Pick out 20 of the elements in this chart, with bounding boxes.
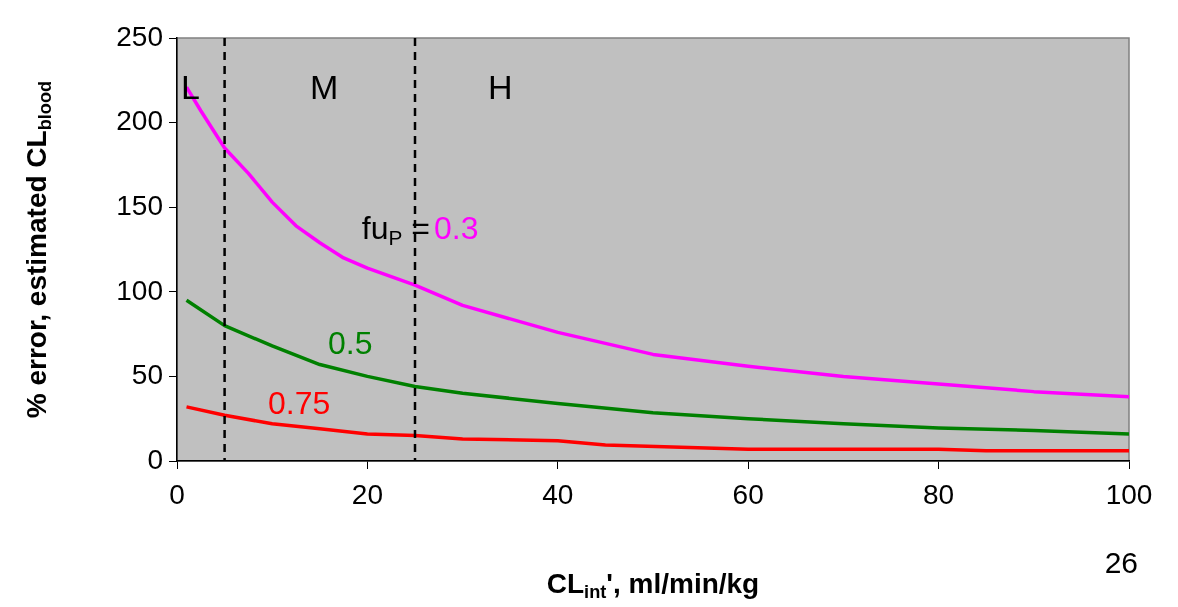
x-tick-label: 100 (1105, 478, 1153, 510)
text: 26 (1104, 546, 1139, 580)
y-tick-label: 200 (116, 105, 163, 137)
x-tick-label: 20 (351, 478, 383, 510)
y-tick-label: 0 (147, 443, 163, 475)
y-tick-label: 150 (116, 189, 163, 221)
series-label: 0.75 (268, 384, 331, 421)
x-tick-label: 60 (732, 478, 764, 510)
annotation: L (181, 68, 200, 107)
series-label: 0.3 (434, 209, 479, 246)
x-tick-label: 0 (169, 478, 185, 510)
annotation: H (488, 68, 513, 107)
series-label: 0.5 (328, 324, 373, 361)
y-tick-label: 250 (116, 20, 163, 52)
y-axis-title: % error, estimated CLblood (20, 80, 56, 419)
x-tick-label: 40 (542, 478, 574, 510)
annotation: M (310, 68, 339, 107)
y-tick-label: 100 (116, 274, 163, 306)
y-tick-label: 50 (131, 359, 163, 391)
x-tick-label: 80 (923, 478, 955, 510)
